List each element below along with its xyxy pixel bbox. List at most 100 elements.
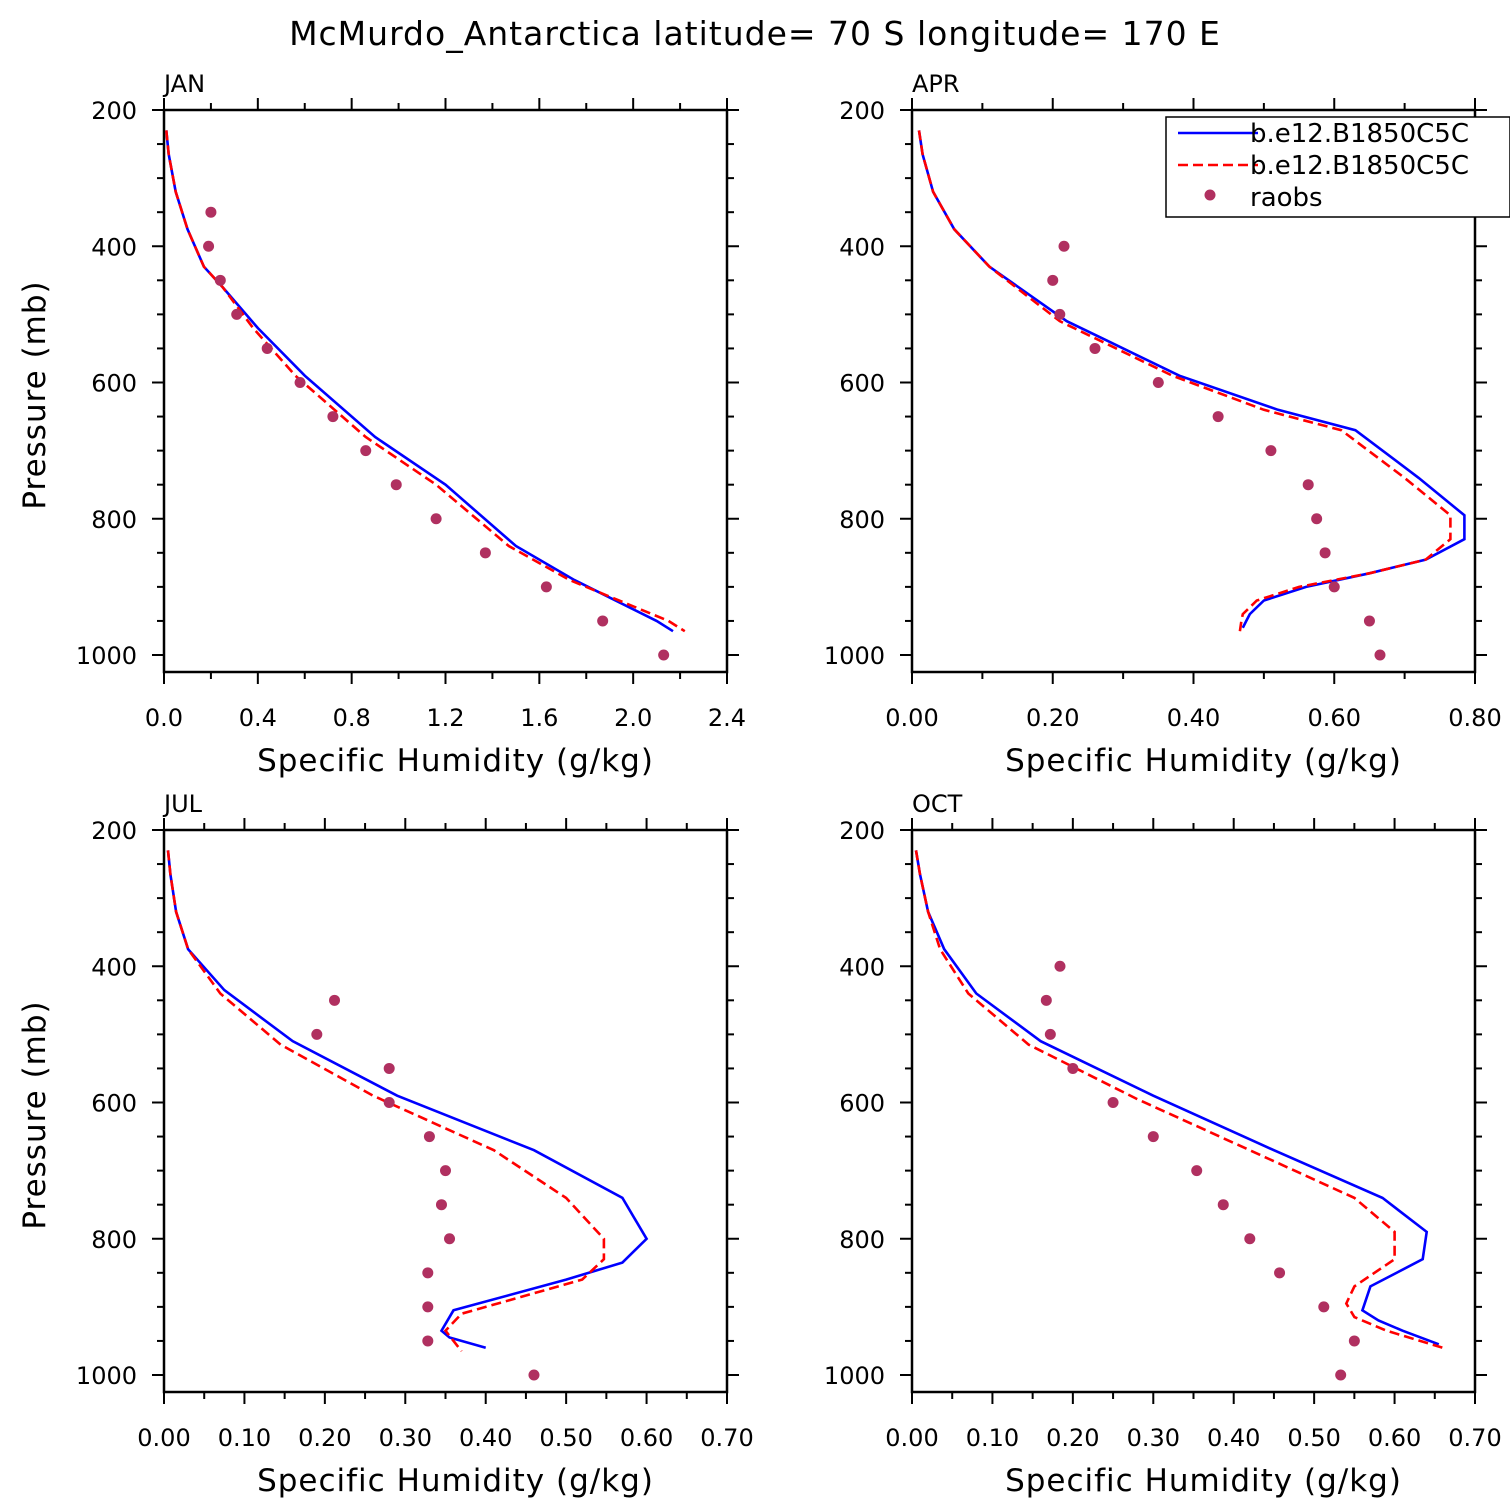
raobs-point [1348,1335,1360,1347]
raobs-point [261,342,273,354]
y-tick-label: 1000 [76,642,137,670]
legend-swatch-marker [1204,189,1216,201]
raobs-point [1107,1097,1119,1108]
y-tick-label: 600 [839,1090,885,1118]
x-tick-label: 2.0 [614,704,652,732]
y-axis-label: Pressure (mb) [17,1000,53,1229]
raobs-point [540,581,552,593]
raobs-point [1191,1165,1203,1177]
panel-apr: 0.00 0.20 0.40 0.60 0.80 200 400 600 800 1000 APR S… [824,70,1502,779]
raobs-point [1244,1233,1256,1245]
model-series-solid [166,850,649,1350]
model-series-dashed [166,850,606,1353]
raobs-point [1265,445,1277,457]
x-tick-label: 0.20 [298,1424,351,1452]
x-tick-label: 0.60 [1308,704,1361,732]
x-tick-label: 0.8 [333,704,371,732]
raobs-point [1044,1028,1056,1040]
x-tick-label: 0.70 [1448,1424,1501,1452]
y-tick-label: 200 [839,817,885,845]
raobs-point [329,994,341,1006]
raobs-point [1311,513,1323,525]
legend-label: b.e12.B1850C5C [1250,119,1469,149]
raobs-point [1217,1199,1229,1211]
raobs-point [214,274,226,286]
raobs-point [383,1062,395,1074]
x-tick-label: 1.6 [520,704,558,732]
panel-jul: 0.00 0.10 0.20 0.30 0.40 0.50 0.60 0.70 200 400 60… [17,790,754,1499]
model-series-dashed [914,850,1444,1350]
x-tick-label: 0.10 [966,1424,1019,1452]
x-axis-label: Specific Humidity (g/kg) [1005,743,1402,779]
y-tick-label: 400 [91,953,137,981]
panel-label: OCT [912,790,963,818]
model-series-dashed [165,130,686,633]
series-group [165,130,686,633]
y-tick-label: 400 [91,233,137,261]
raobs-point [390,479,402,491]
x-tick-label: 0.20 [1026,704,1079,732]
x-tick-label: 0.60 [1368,1424,1421,1452]
x-tick-label: 0.80 [1448,704,1501,732]
plot-frame [910,828,1477,1394]
raobs-point [203,240,215,252]
raobs-point [1054,308,1066,320]
raobs-point [1374,649,1386,661]
y-tick-label: 200 [91,97,137,125]
raobs-point [1212,411,1224,423]
y-tick-label: 200 [839,97,885,125]
x-tick-label: 0.10 [218,1424,271,1452]
x-tick-label: 0.40 [1167,704,1220,732]
chart-title: McMurdo_Antarctica latitude= 70 S longit… [289,14,1221,53]
raobs-point [1147,1131,1159,1143]
raobs-point [1328,581,1340,593]
legend-label: b.e12.B1850C5C [1250,151,1469,181]
series-group [166,850,649,1353]
y-tick-label: 200 [91,817,137,845]
x-tick-label: 0.30 [379,1424,432,1452]
raobs-point [1054,960,1066,972]
x-tick-label: 0.00 [885,704,938,732]
x-axis-label: Specific Humidity (g/kg) [1005,1463,1402,1499]
y-tick-label: 400 [839,953,885,981]
x-tick-label: 0.50 [1287,1424,1340,1452]
raobs-point [422,1267,434,1279]
y-tick-label: 800 [839,506,885,534]
raobs-point [327,411,339,423]
y-tick-label: 600 [91,370,137,398]
x-tick-label: 0.40 [1207,1424,1260,1452]
model-series-dashed [917,130,1452,632]
x-tick-label: 0.40 [459,1424,512,1452]
y-tick-label: 1000 [824,1362,885,1390]
x-tick-label: 0.00 [137,1424,190,1452]
x-tick-label: 2.4 [708,704,746,732]
raobs-point [1302,479,1314,491]
raobs-point [294,377,306,388]
x-tick-label: 0.60 [620,1424,673,1452]
x-tick-label: 0.0 [145,704,183,732]
y-tick-label: 400 [839,233,885,261]
x-tick-label: 0.20 [1046,1424,1099,1452]
raobs-point [205,206,217,218]
raobs-point [1319,547,1331,559]
raobs-point [422,1301,434,1313]
x-tick-label: 0.00 [885,1424,938,1452]
x-tick-label: 0.4 [239,704,277,732]
raobs-point [1318,1301,1330,1313]
x-tick-label: 1.2 [426,704,464,732]
y-tick-label: 600 [91,1090,137,1118]
x-axis-label: Specific Humidity (g/kg) [257,743,654,779]
raobs-point [444,1233,456,1245]
plot-frame [162,828,729,1394]
raobs-point [231,308,243,320]
y-tick-label: 800 [91,506,137,534]
y-tick-label: 800 [91,1226,137,1254]
y-tick-label: 1000 [824,642,885,670]
raobs-point [528,1369,540,1381]
raobs-point [1274,1267,1286,1279]
panel-oct: 0.00 0.10 0.20 0.30 0.40 0.50 0.60 0.70 200 400 60… [824,790,1502,1499]
raobs-point [597,615,609,627]
series-group [917,130,1466,632]
raobs-point [1089,342,1101,354]
